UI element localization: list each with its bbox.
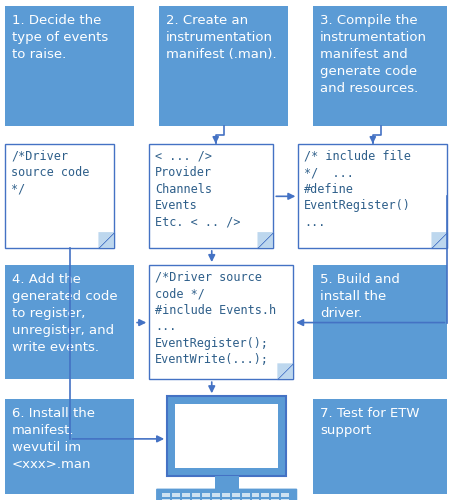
FancyBboxPatch shape [175, 404, 278, 468]
Polygon shape [98, 232, 114, 248]
Polygon shape [257, 232, 273, 248]
Polygon shape [277, 363, 293, 379]
FancyBboxPatch shape [192, 492, 199, 496]
FancyBboxPatch shape [214, 475, 238, 489]
FancyBboxPatch shape [313, 399, 446, 493]
FancyBboxPatch shape [231, 492, 239, 496]
Text: < ... />
Provider
Channels
Events
Etc. < .. />: < ... /> Provider Channels Events Etc. <… [155, 150, 240, 228]
FancyBboxPatch shape [162, 498, 170, 501]
Polygon shape [430, 232, 446, 248]
Text: 6. Install the
manifest.
wevutil im
<xxx>.man: 6. Install the manifest. wevutil im <xxx… [12, 407, 95, 471]
FancyBboxPatch shape [5, 399, 134, 493]
FancyBboxPatch shape [5, 265, 134, 379]
FancyBboxPatch shape [167, 396, 286, 475]
Polygon shape [98, 232, 114, 248]
FancyBboxPatch shape [182, 498, 189, 501]
FancyBboxPatch shape [202, 492, 209, 496]
FancyBboxPatch shape [149, 265, 293, 379]
FancyBboxPatch shape [202, 498, 209, 501]
Text: /*Driver
source code
*/: /*Driver source code */ [11, 150, 89, 195]
FancyBboxPatch shape [251, 492, 259, 496]
Text: 1. Decide the
type of events
to raise.: 1. Decide the type of events to raise. [12, 15, 108, 62]
FancyBboxPatch shape [281, 498, 288, 501]
FancyBboxPatch shape [241, 492, 249, 496]
FancyBboxPatch shape [159, 7, 288, 126]
Polygon shape [257, 232, 273, 248]
FancyBboxPatch shape [261, 498, 269, 501]
FancyBboxPatch shape [156, 488, 297, 501]
FancyBboxPatch shape [281, 492, 288, 496]
FancyBboxPatch shape [271, 498, 279, 501]
FancyBboxPatch shape [251, 498, 259, 501]
FancyBboxPatch shape [221, 498, 229, 501]
FancyBboxPatch shape [271, 492, 279, 496]
Text: /* include file
*/  ...
#define
EventRegister()
...: /* include file */ ... #define EventRegi… [303, 150, 410, 228]
FancyBboxPatch shape [211, 498, 219, 501]
Text: 7. Test for ETW
support: 7. Test for ETW support [319, 407, 419, 437]
FancyBboxPatch shape [231, 498, 239, 501]
FancyBboxPatch shape [162, 492, 170, 496]
FancyBboxPatch shape [172, 498, 180, 501]
FancyBboxPatch shape [5, 7, 134, 126]
FancyBboxPatch shape [182, 492, 189, 496]
FancyBboxPatch shape [5, 144, 114, 248]
FancyBboxPatch shape [221, 492, 229, 496]
FancyBboxPatch shape [298, 144, 446, 248]
Text: /*Driver source
code */
#include Events.h
...
EventRegister();
EventWrite(...);: /*Driver source code */ #include Events.… [155, 271, 276, 366]
FancyBboxPatch shape [172, 492, 180, 496]
FancyBboxPatch shape [261, 492, 269, 496]
FancyBboxPatch shape [211, 492, 219, 496]
Text: 2. Create an
instrumentation
manifest (.man).: 2. Create an instrumentation manifest (.… [166, 15, 276, 62]
FancyBboxPatch shape [192, 498, 199, 501]
FancyBboxPatch shape [313, 265, 446, 379]
Text: 4. Add the
generated code
to register,
unregister, and
write events.: 4. Add the generated code to register, u… [12, 273, 117, 354]
Text: 5. Build and
install the
driver.: 5. Build and install the driver. [319, 273, 399, 320]
Polygon shape [430, 232, 446, 248]
FancyBboxPatch shape [313, 7, 446, 126]
Polygon shape [277, 363, 293, 379]
FancyBboxPatch shape [149, 144, 273, 248]
FancyBboxPatch shape [241, 498, 249, 501]
Text: 3. Compile the
instrumentation
manifest and
generate code
and resources.: 3. Compile the instrumentation manifest … [319, 15, 426, 95]
